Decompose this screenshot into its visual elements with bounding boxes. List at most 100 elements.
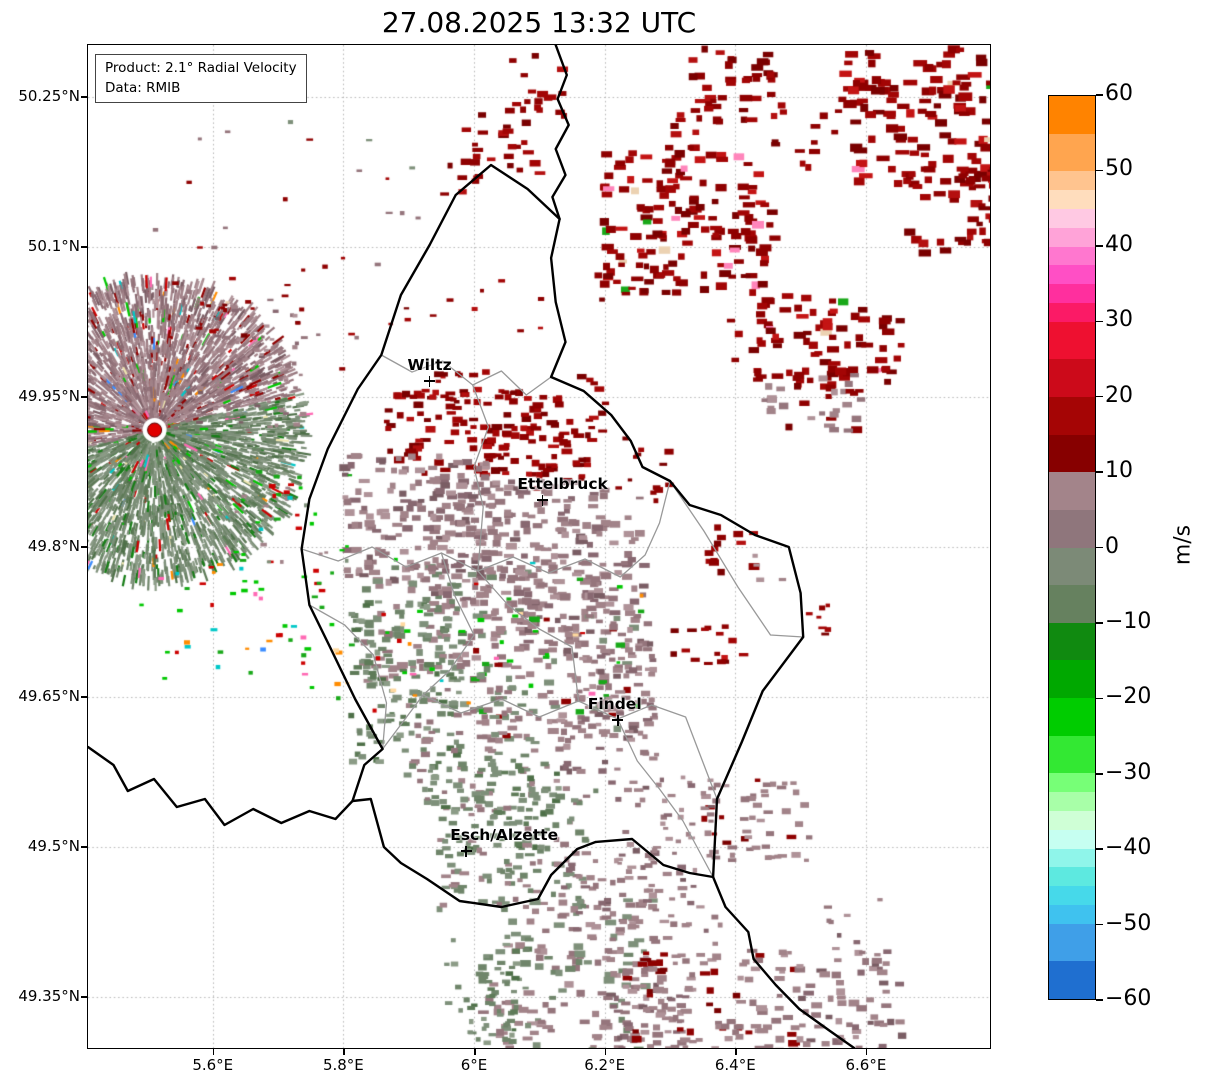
district-border [381, 694, 718, 800]
colorbar-segment [1049, 735, 1095, 774]
colorbar-segment [1049, 698, 1095, 736]
district-border [472, 384, 490, 572]
district-border [308, 604, 388, 750]
x-tick-mark [735, 1049, 737, 1055]
colorbar-segment [1049, 133, 1095, 172]
legend-box: Product: 2.1° Radial Velocity Data: RMIB [95, 54, 307, 104]
y-tick-label: 49.95°N [18, 387, 80, 405]
y-tick-label: 49.8°N [27, 537, 80, 555]
y-tick-label: 50.25°N [18, 87, 80, 105]
y-tick-mark [81, 396, 87, 398]
colorbar-segment [1049, 622, 1095, 661]
x-tick-label: 6.2°E [584, 1056, 626, 1074]
colorbar-segment [1049, 792, 1095, 811]
y-tick-mark [81, 96, 87, 98]
x-tick-label: 5.8°E [322, 1056, 364, 1074]
colorbar-tick-mark [1096, 169, 1103, 172]
colorbar-tick-mark [1096, 622, 1103, 624]
y-tick-label: 49.5°N [27, 837, 80, 855]
city-marker-wiltz [424, 375, 436, 387]
colorbar-segment [1049, 472, 1095, 510]
city-marker-findel [612, 714, 624, 726]
colorbar-segment [1049, 923, 1095, 962]
x-tick-label: 6.6°E [845, 1056, 887, 1074]
colorbar-segment [1049, 302, 1095, 322]
colorbar-segment [1049, 434, 1095, 473]
neighbor-country-border [88, 745, 354, 827]
city-label: Ettelbruck [517, 475, 608, 493]
radar-echo-layer [88, 45, 990, 1048]
colorbar-tick-label: 0 [1105, 533, 1119, 559]
neighbor-country-border [551, 45, 570, 221]
colorbar-tick-mark [1096, 395, 1103, 398]
legend-source-line: Data: RMIB [105, 79, 181, 96]
colorbar [1048, 95, 1096, 1000]
colorbar-segment [1049, 96, 1095, 134]
colorbar-segment [1049, 660, 1095, 698]
colorbar-segment [1049, 284, 1095, 303]
colorbar-segment [1049, 867, 1095, 887]
colorbar-tick-label: −10 [1105, 608, 1152, 634]
colorbar-segment [1049, 773, 1095, 793]
colorbar-segment [1049, 246, 1095, 266]
colorbar-segment [1049, 397, 1095, 435]
city-marker-ettelbruck [537, 494, 549, 506]
district-border [300, 480, 671, 578]
colorbar-segment [1049, 265, 1095, 285]
colorbar-tick-label: −50 [1105, 910, 1152, 936]
colorbar-tick-mark [1096, 471, 1103, 473]
colorbar-tick-mark [1096, 848, 1103, 850]
colorbar-tick-label: 10 [1105, 458, 1133, 484]
colorbar-tick-label: 20 [1105, 382, 1133, 408]
colorbar-segment [1049, 585, 1095, 623]
colorbar-segment [1049, 171, 1095, 191]
city-marker-esch-alzette [460, 845, 472, 857]
x-tick-mark [474, 1049, 476, 1055]
colorbar-tick-label: −30 [1105, 759, 1152, 785]
y-tick-label: 49.65°N [18, 687, 80, 705]
colorbar-segment [1049, 848, 1095, 868]
colorbar-segment [1049, 829, 1095, 849]
district-border [669, 480, 804, 638]
colorbar-segment [1049, 547, 1095, 586]
colorbar-unit-label: m/s [1170, 524, 1196, 566]
colorbar-segment [1049, 509, 1095, 548]
colorbar-tick-label: −40 [1105, 835, 1152, 861]
colorbar-tick-mark [1096, 320, 1103, 322]
x-tick-mark [343, 1049, 345, 1055]
colorbar-tick-mark [1096, 546, 1103, 549]
x-tick-mark [865, 1049, 868, 1055]
district-border [477, 570, 580, 702]
colorbar-tick-label: 40 [1105, 231, 1133, 257]
y-tick-mark [81, 696, 87, 698]
legend-product-line: Product: 2.1° Radial Velocity [105, 60, 297, 76]
colorbar-segment [1049, 961, 1095, 999]
y-tick-mark [81, 996, 87, 998]
colorbar-tick-label: −60 [1105, 986, 1152, 1011]
colorbar-segment [1049, 321, 1095, 360]
x-tick-label: 6°E [460, 1056, 488, 1074]
x-tick-mark [604, 1049, 607, 1055]
city-label: Wiltz [407, 356, 452, 374]
x-tick-label: 5.6°E [192, 1056, 234, 1074]
colorbar-segment [1049, 904, 1095, 924]
colorbar-tick-label: −20 [1105, 684, 1152, 710]
x-tick-label: 6.4°E [714, 1056, 756, 1074]
colorbar-tick-mark [1096, 923, 1103, 926]
luxembourg-border [300, 163, 805, 909]
map-border-layer [88, 45, 856, 1048]
colorbar-tick-label: 50 [1105, 156, 1133, 182]
figure-title: 27.08.2025 13:32 UTC [381, 6, 697, 39]
y-tick-label: 49.35°N [18, 987, 80, 1005]
colorbar-segment [1049, 359, 1095, 397]
colorbar-segment [1049, 886, 1095, 905]
neighbor-country-border [711, 875, 856, 1048]
colorbar-tick-label: 30 [1105, 307, 1133, 333]
colorbar-tick-label: 60 [1105, 81, 1133, 106]
city-label: Esch/Alzette [450, 826, 559, 844]
district-border [617, 718, 714, 878]
colorbar-segment [1049, 810, 1095, 830]
y-tick-mark [81, 846, 87, 848]
colorbar-segment [1049, 227, 1095, 247]
